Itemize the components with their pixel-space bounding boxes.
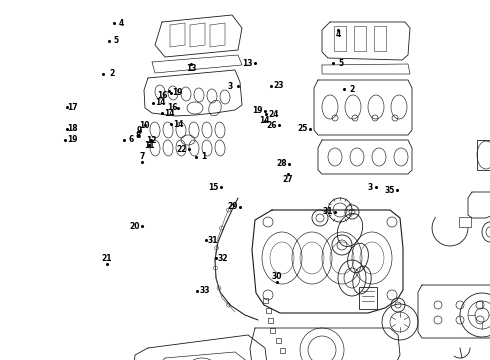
Bar [279,347,285,352]
Text: 10: 10 [139,121,150,130]
Bar [268,318,272,323]
Text: 21: 21 [101,254,112,263]
Text: 22: 22 [176,145,187,154]
Text: 19: 19 [67,135,78,144]
Bar [477,140,490,170]
Bar [334,26,346,50]
Text: 30: 30 [271,272,282,281]
Text: 3: 3 [228,82,233,91]
Text: 29: 29 [227,202,238,211]
Text: 7: 7 [140,152,145,161]
Bar [374,26,386,50]
Text: 31: 31 [208,236,219,245]
Text: 12: 12 [146,136,156,145]
Text: 17: 17 [67,103,78,112]
Text: 13: 13 [186,64,196,73]
Text: 13: 13 [242,58,253,68]
Bar [275,338,280,342]
Text: 1: 1 [201,152,206,161]
Bar [270,328,274,333]
Text: 19: 19 [252,107,263,115]
Text: 4: 4 [119,19,124,28]
Text: 19: 19 [172,88,183,97]
Text: 28: 28 [276,159,287,168]
Text: 23: 23 [273,81,284,90]
Text: 5: 5 [114,36,119,45]
Bar [354,26,366,50]
Text: 18: 18 [67,124,78,133]
Bar [459,217,471,227]
Text: 27: 27 [283,175,294,184]
Text: 14: 14 [155,98,166,107]
Text: 33: 33 [199,287,210,295]
Text: 15: 15 [208,183,219,192]
Text: 2: 2 [349,85,354,94]
Text: 14: 14 [164,109,174,118]
Text: 5: 5 [338,58,343,68]
Text: 9: 9 [137,126,142,135]
Text: 4: 4 [336,30,341,39]
Text: 32: 32 [218,254,228,263]
Text: 8: 8 [136,130,141,139]
Bar [359,287,377,309]
Text: 25: 25 [297,124,308,133]
Text: 14: 14 [173,120,184,129]
Bar [263,297,268,302]
Text: 24: 24 [268,110,279,119]
Text: 31: 31 [322,207,333,216]
Bar [266,307,270,312]
Text: 3: 3 [368,183,372,192]
Text: 16: 16 [157,91,168,100]
Text: 26: 26 [267,121,277,130]
Text: 2: 2 [109,69,114,78]
Text: 20: 20 [129,222,140,231]
Text: 14: 14 [259,116,270,125]
Text: 35: 35 [384,186,395,194]
Text: 16: 16 [167,104,178,112]
Text: 6: 6 [129,135,134,144]
Text: 11: 11 [144,140,155,150]
